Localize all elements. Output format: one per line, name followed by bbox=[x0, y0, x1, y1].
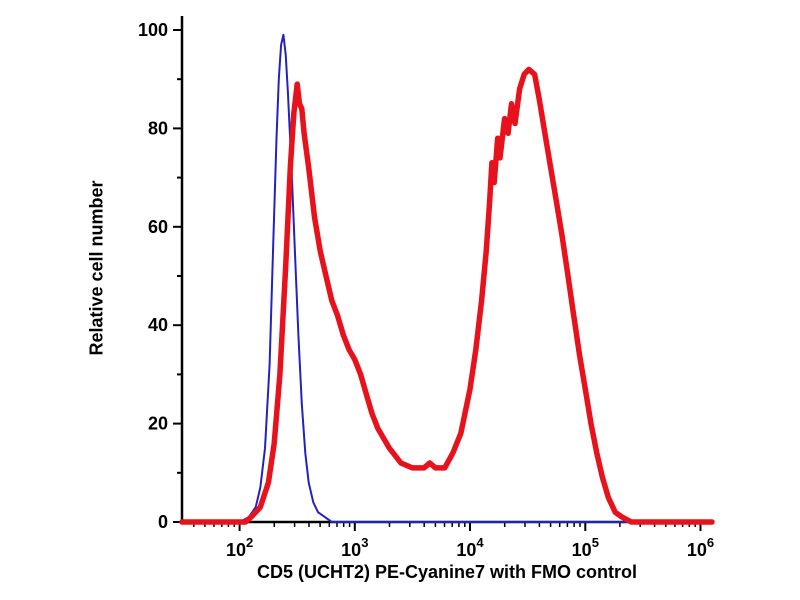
x-tick-label: 103 bbox=[341, 535, 368, 560]
x-tick-label: 106 bbox=[687, 535, 714, 560]
y-tick-label: 20 bbox=[148, 414, 168, 434]
y-tick-label: 100 bbox=[138, 20, 168, 40]
x-axis-label: CD5 (UCHT2) PE-Cyanine7 with FMO control bbox=[256, 562, 638, 582]
y-axis-label: Relative cell number bbox=[86, 180, 107, 356]
y-tick-label: 80 bbox=[148, 118, 168, 138]
x-tick-label: 104 bbox=[456, 535, 484, 560]
y-tick-label: 40 bbox=[148, 315, 168, 335]
y-tick-label: 0 bbox=[158, 512, 168, 532]
y-tick-label: 60 bbox=[148, 217, 168, 237]
x-tick-label: 102 bbox=[226, 535, 253, 560]
series-fmo-control bbox=[181, 33, 713, 523]
series-cd5-pe-cyanine7 bbox=[179, 66, 715, 525]
x-tick-label: 105 bbox=[572, 535, 599, 560]
